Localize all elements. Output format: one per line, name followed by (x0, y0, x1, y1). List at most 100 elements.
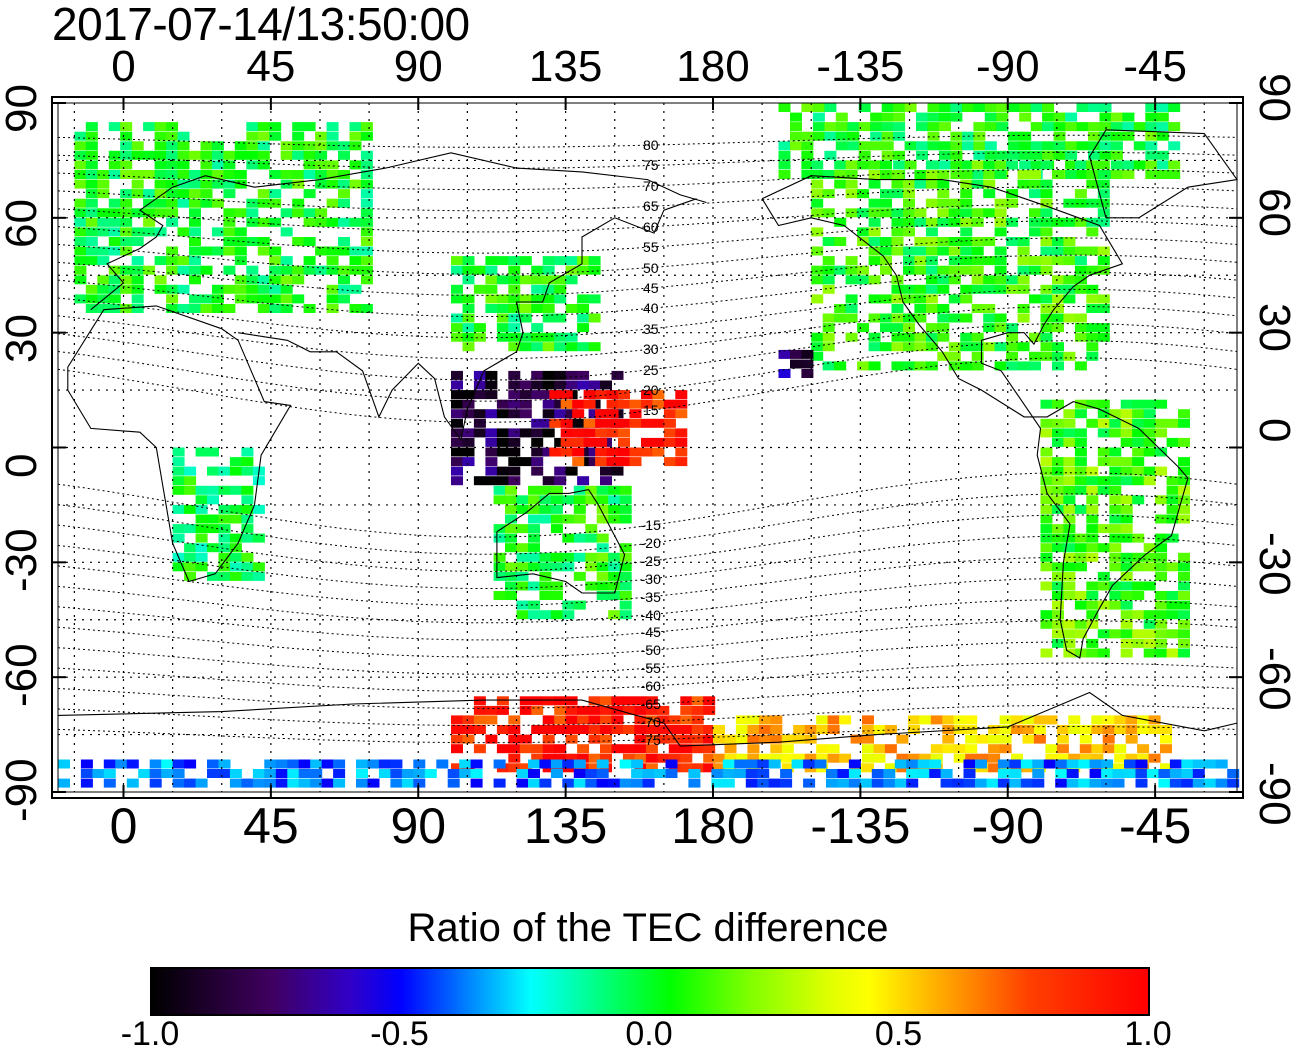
tec-cell (241, 504, 254, 514)
tec-cell (778, 150, 791, 160)
tec-cell (1178, 514, 1190, 524)
tec-cell (1120, 638, 1133, 648)
tec-cell (143, 217, 156, 227)
tec-cell (1097, 332, 1110, 342)
tec-cell (1074, 485, 1087, 495)
tec-cell (1137, 753, 1150, 763)
tec-cell (459, 759, 472, 769)
tec-cell (634, 753, 647, 763)
tec-cell (554, 399, 567, 409)
tec-cell (120, 122, 133, 132)
tec-cell (1074, 189, 1087, 199)
tec-cell (642, 769, 655, 778)
tec-cell (1078, 778, 1091, 788)
tec-cell (560, 428, 573, 438)
tec-cell (881, 141, 894, 151)
tec-cell (1097, 323, 1110, 333)
tec-cell (619, 581, 632, 591)
tec-cell (1166, 600, 1179, 610)
tec-cell (120, 150, 133, 160)
tec-cell (1178, 629, 1190, 639)
tec-cell (937, 170, 950, 179)
tec-cell (1079, 734, 1092, 744)
tec-cell (588, 265, 601, 275)
tec-cell (606, 447, 619, 457)
tec-cell (143, 122, 156, 132)
tec-cell (200, 150, 213, 160)
tec-cell (264, 759, 277, 769)
tec-cell (1156, 112, 1169, 122)
tec-cell (252, 476, 265, 486)
tec-cell (822, 323, 835, 333)
tec-cell (847, 122, 860, 132)
tec-cell (280, 227, 293, 237)
tec-cell (891, 313, 904, 323)
tec-cell (870, 131, 883, 141)
tec-cell (606, 457, 619, 467)
tec-cell (1079, 725, 1092, 734)
tec-cell (177, 150, 190, 160)
tec-cell (229, 457, 242, 467)
tec-cell (531, 418, 544, 428)
tec-cell (868, 246, 881, 256)
tec-cell (1065, 141, 1078, 151)
tec-cell (58, 778, 70, 788)
tec-cell (485, 390, 498, 400)
tec-cell (315, 141, 328, 151)
tec-cell (960, 256, 973, 266)
tec-cell (356, 769, 368, 778)
tec-cell (97, 208, 110, 218)
tec-cell (74, 217, 87, 227)
tec-cell (790, 112, 802, 122)
tec-cell (845, 304, 858, 313)
tec-cell (996, 150, 1009, 160)
tec-cell (496, 294, 509, 304)
tec-cell (1097, 457, 1110, 467)
tec-cell (496, 323, 509, 333)
tec-cell (143, 265, 156, 275)
tec-cell (881, 112, 894, 122)
tec-cell (914, 342, 927, 352)
tec-cell (131, 284, 144, 294)
tec-cell (1122, 160, 1135, 170)
tec-cell (1029, 256, 1041, 266)
tec-cell (1074, 256, 1087, 266)
tec-cell (519, 294, 532, 304)
tec-cell (1040, 543, 1053, 553)
mlat-label: -15 (640, 517, 661, 534)
tec-cell (1086, 552, 1099, 562)
tec-cell (1052, 294, 1064, 304)
tec-cell (629, 447, 642, 457)
tec-cell (884, 725, 897, 734)
tec-cell (1097, 648, 1110, 658)
tec-cell (1040, 466, 1053, 476)
tec-cell (356, 759, 368, 769)
tec-cell (516, 610, 529, 620)
tec-cell (542, 313, 555, 323)
tec-cell (505, 533, 517, 543)
tec-cell (200, 179, 213, 189)
tec-cell (619, 778, 632, 788)
tec-cell (572, 457, 585, 467)
tec-cell (850, 734, 863, 744)
tec-cell (496, 744, 509, 754)
tec-cell (103, 769, 116, 778)
tec-cell (845, 275, 858, 285)
tec-cell (241, 533, 254, 543)
tec-cell (1019, 141, 1032, 151)
tec-cell (1032, 759, 1045, 769)
tec-cell (914, 284, 927, 294)
tec-cell (74, 294, 87, 304)
tec-cell (1112, 769, 1125, 778)
tec-cell (1133, 160, 1146, 170)
tec-cell (600, 466, 612, 476)
tec-cell (1006, 332, 1019, 342)
tec-cell (462, 275, 475, 285)
tec-cell (172, 759, 185, 769)
tec-cell (562, 495, 575, 505)
mlat-contour (57, 357, 1238, 423)
tec-cell (948, 256, 961, 266)
tec-cell (778, 369, 791, 378)
tec-cell (713, 734, 725, 744)
tec-cell (218, 769, 231, 778)
